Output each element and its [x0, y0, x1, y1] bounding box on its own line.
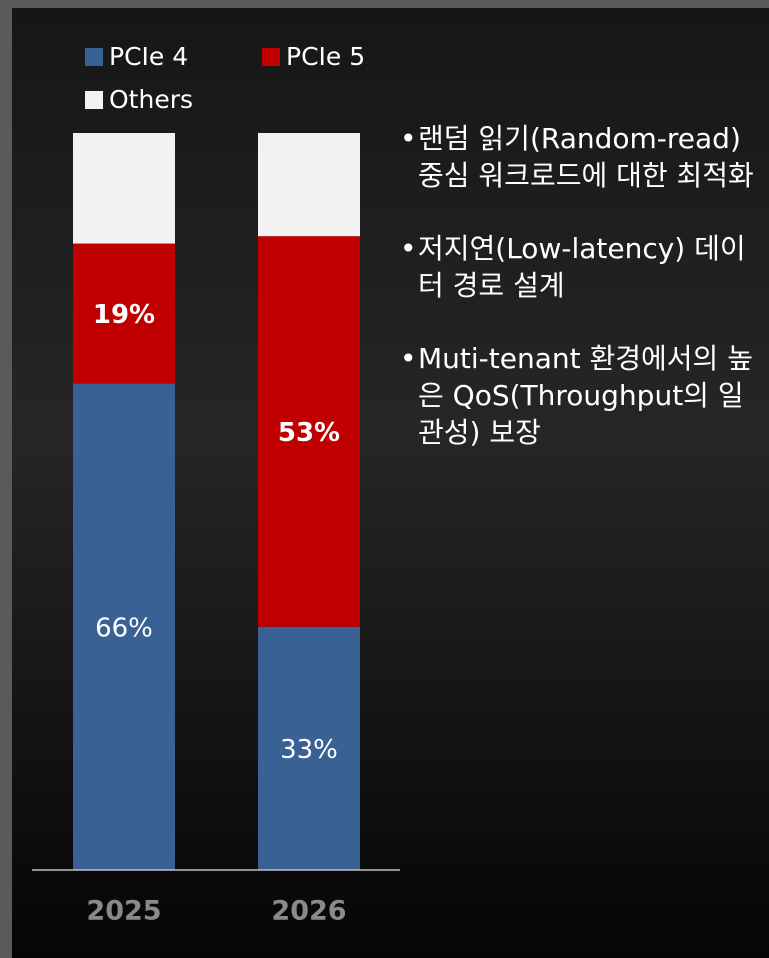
data-label: 33%: [280, 735, 338, 765]
bar-segment: [73, 243, 175, 384]
data-label: 53%: [278, 418, 340, 448]
legend-label: PCIe 5: [286, 42, 365, 71]
x-tick-label: 2025: [86, 896, 161, 927]
data-label: 66%: [95, 613, 153, 643]
x-tick-label: 2026: [271, 896, 346, 927]
bullet-note: 저지연(Low-latency) 데이터 경로 설계: [398, 230, 763, 304]
legend-label: Others: [109, 85, 193, 114]
bar-segment: [258, 133, 360, 237]
legend-swatch: [85, 48, 103, 66]
legend-swatch: [262, 48, 280, 66]
data-label: 19%: [93, 300, 155, 330]
legend-label: PCIe 4: [109, 42, 188, 71]
notes: 랜덤 읽기(Random-read) 중심 워크로드에 대한 최적화저지연(Lo…: [398, 120, 763, 487]
bullet-note: Muti-tenant 환경에서의 높은 QoS(Throughput의 일관성…: [398, 340, 763, 451]
bar-segment: [73, 133, 175, 244]
legend-swatch: [85, 91, 103, 109]
bar-segment: [258, 626, 360, 870]
bar-segment: [258, 236, 360, 627]
bullet-note: 랜덤 읽기(Random-read) 중심 워크로드에 대한 최적화: [398, 120, 763, 194]
bar-segment: [73, 383, 175, 870]
